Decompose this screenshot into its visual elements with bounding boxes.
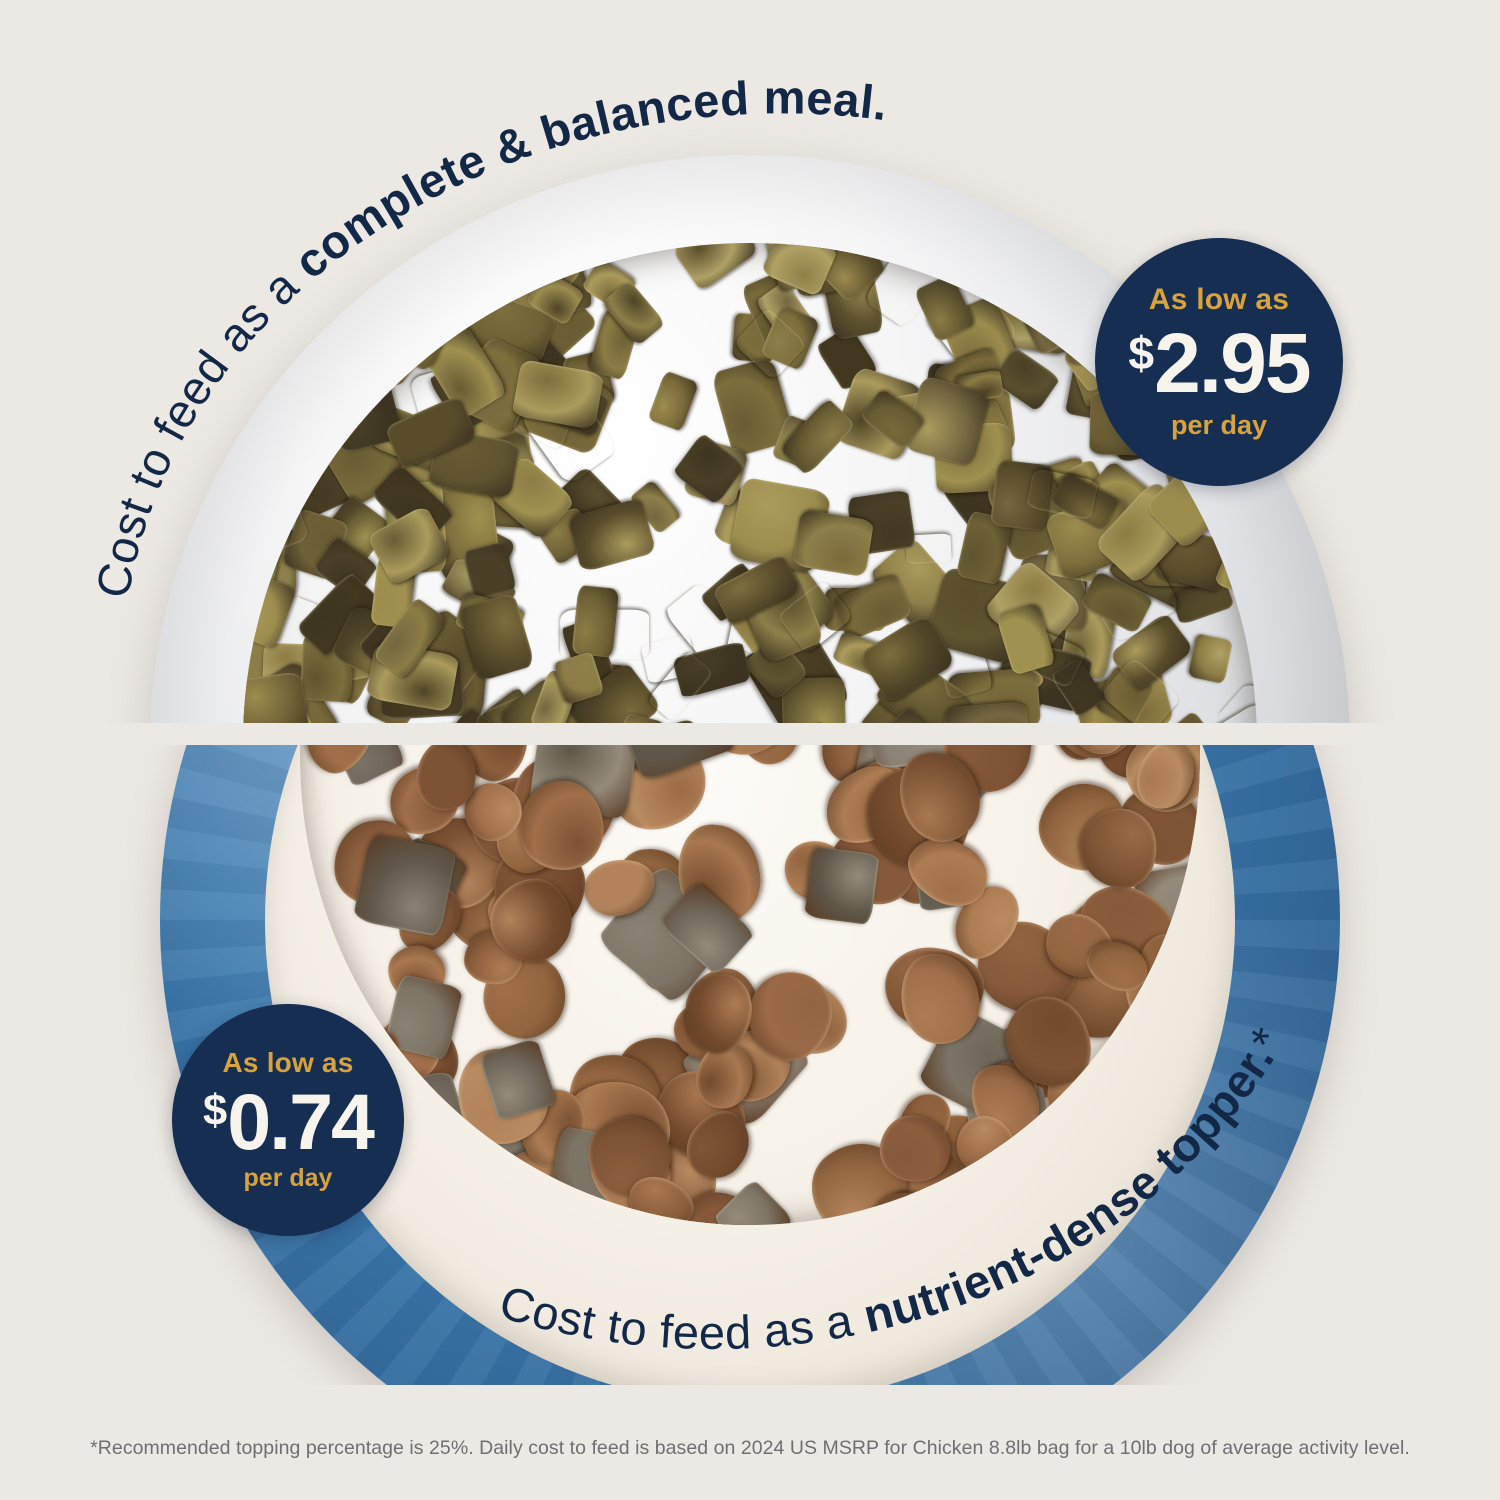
footnote-disclaimer: *Recommended topping percentage is 25%. … [90, 1437, 1410, 1459]
badge-currency-symbol: $ [1128, 326, 1155, 379]
badge-price: $0.74 [203, 1076, 375, 1166]
badge-period: per day [1170, 409, 1268, 440]
round-brown-kibble-fill [300, 745, 1200, 1225]
badge-period: per day [243, 1164, 333, 1193]
panel-divider [0, 723, 1500, 745]
badge-amount: 2.95 [1154, 316, 1311, 411]
badge-eyebrow: As low as [1148, 283, 1290, 317]
badge-currency-symbol: $ [203, 1086, 228, 1135]
badge-eyebrow: As low as [222, 1046, 354, 1078]
price-badge-complete-meal[interactable]: As low as $2.95 per day [1095, 238, 1343, 486]
price-badge-topper[interactable]: As low as $0.74 per day [172, 1004, 404, 1236]
badge-amount: 0.74 [227, 1076, 375, 1166]
badge-price: $2.95 [1128, 316, 1311, 411]
